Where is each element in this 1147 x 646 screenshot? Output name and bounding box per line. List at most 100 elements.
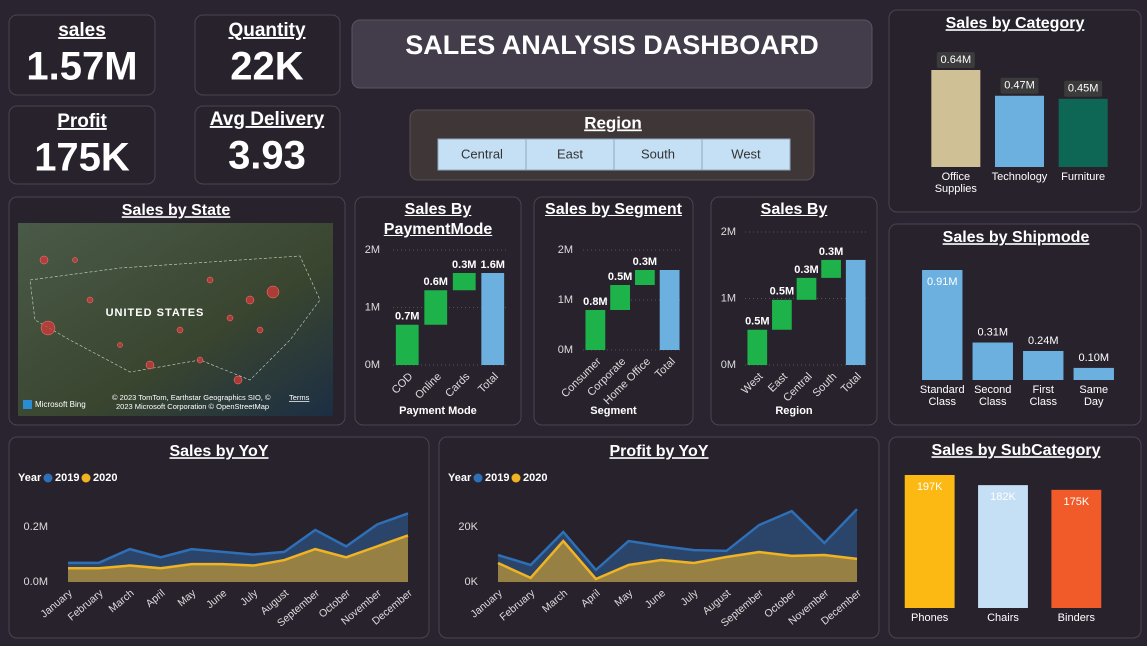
slicer-button[interactable] — [525, 138, 615, 171]
chart-title: Sales by SubCategory — [932, 442, 1101, 459]
data-label-bg — [1000, 77, 1039, 94]
slicer-button[interactable] — [701, 138, 791, 171]
legend-marker — [43, 473, 53, 483]
bar — [659, 270, 680, 350]
bar — [845, 259, 866, 365]
data-label: 0.8M — [583, 296, 607, 308]
legend-marker — [81, 473, 91, 483]
x-tick-label: Standard Class — [919, 384, 965, 409]
bar — [747, 329, 768, 365]
slicer-option: South — [641, 146, 675, 161]
slicer-option: East — [557, 146, 583, 161]
x-axis-title: Region — [775, 405, 813, 417]
bar — [1051, 489, 1102, 608]
y-tick-label: 1M — [721, 292, 736, 304]
map-terms[interactable]: Terms — [289, 393, 310, 402]
y-tick-label: 2M — [558, 244, 573, 256]
bar — [772, 299, 792, 330]
map-label: UNITED STATES — [106, 307, 205, 319]
kpi-card — [194, 14, 341, 96]
chart-title: Sales By PaymentMode — [383, 201, 493, 238]
y-tick-label: 2M — [721, 226, 736, 238]
legend-marker — [473, 473, 483, 483]
data-label: 0.31M — [977, 326, 1008, 338]
legend-label: 2020 — [93, 472, 117, 484]
chart-title: Profit by YoY — [610, 443, 709, 460]
x-tick-label: Binders — [1057, 612, 1095, 624]
y-tick-label: 0M — [721, 359, 736, 371]
x-axis-title: Payment Mode — [399, 405, 477, 417]
data-label: 0.91M — [927, 276, 958, 288]
bar — [972, 342, 1013, 380]
data-label-bg — [936, 52, 975, 68]
y-tick-label: 2M — [365, 244, 380, 256]
chart-title-box: Sales by Segment — [545, 201, 682, 218]
x-tick-label-box: Chairs — [987, 612, 1019, 624]
x-tick-label: Chairs — [987, 612, 1019, 624]
x-tick-label-box: Same Day — [1079, 384, 1108, 408]
chart-title: Sales by Category — [946, 15, 1085, 32]
bar — [796, 277, 817, 300]
chart-title: Sales by Shipmode — [943, 229, 1090, 246]
x-tick-label: First Class — [1029, 384, 1057, 409]
data-label: 0.5M — [770, 286, 794, 298]
x-tick-label: Technology — [991, 171, 1048, 183]
kpi-card — [194, 105, 341, 185]
map-attribution: 2023 Microsoft Corporation © OpenStreetM… — [116, 402, 269, 411]
y-tick-label: 20K — [458, 521, 478, 533]
chart-title: Sales by YoY — [169, 443, 268, 460]
bing-logo — [23, 400, 32, 409]
bar — [481, 273, 505, 365]
data-label: 0.3M — [819, 246, 843, 258]
slicer-option: West — [731, 146, 761, 161]
y-tick-label: 0M — [365, 359, 380, 371]
bar — [1058, 98, 1108, 167]
bar — [821, 259, 841, 278]
bar — [994, 95, 1045, 167]
data-label: 1.6M — [481, 259, 505, 271]
legend-title: Year — [448, 472, 472, 484]
chart-title-box: Sales By PaymentMode — [383, 201, 493, 238]
area — [68, 535, 408, 582]
y-tick-label: 1M — [558, 294, 573, 306]
kpi-label: Avg Delivery — [210, 109, 325, 130]
x-tick-label-box: First Class — [1029, 384, 1057, 409]
chart-panel — [533, 196, 694, 426]
map-title: Sales by State — [122, 202, 231, 219]
y-tick-label: 0.0M — [24, 576, 48, 588]
data-label: 175K — [1063, 496, 1089, 508]
kpi-value: 175K — [34, 136, 130, 180]
chart-panel — [438, 436, 880, 639]
data-label: 0.64M — [941, 54, 972, 66]
data-label: 182K — [990, 491, 1016, 503]
x-tick-label: Second Class — [974, 384, 1012, 409]
x-tick-label-box: Standard Class — [919, 384, 965, 409]
kpi-value: 1.57M — [26, 45, 137, 89]
y-tick-label: 1M — [365, 301, 380, 313]
bar — [634, 270, 655, 285]
bar — [585, 310, 606, 350]
x-axis-title: Segment — [590, 405, 637, 417]
x-tick-label-box: Binders — [1057, 612, 1095, 624]
bar — [931, 70, 981, 167]
map-attribution: © 2023 TomTom, Earthstar Geographics SIO… — [112, 393, 271, 402]
chart-panel — [8, 436, 430, 639]
legend-marker — [511, 473, 521, 483]
x-tick-label-box: Second Class — [974, 384, 1012, 409]
bar — [452, 273, 476, 291]
bar — [1023, 350, 1064, 380]
kpi-label: sales — [58, 20, 106, 41]
bar — [904, 475, 955, 608]
chart-title-box: Sales By — [761, 201, 828, 218]
chart-title: Sales by Segment — [545, 201, 682, 218]
legend-title: Year — [18, 472, 42, 484]
line — [68, 534, 409, 570]
chart-panel — [710, 196, 878, 426]
data-label: 0.5M — [608, 271, 632, 283]
data-label: 0.47M — [1004, 80, 1035, 92]
map-dots — [39, 255, 280, 385]
x-tick-label: Furniture — [1061, 171, 1106, 183]
data-label: 0.45M — [1068, 83, 1099, 95]
x-tick-label-box: Furniture — [1061, 171, 1106, 183]
